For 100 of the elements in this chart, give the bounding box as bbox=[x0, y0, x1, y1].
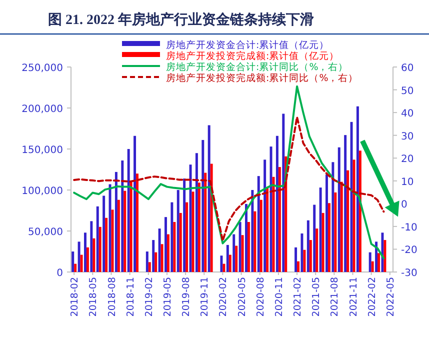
x-tick-label: 2018-11 bbox=[125, 277, 136, 317]
bar bbox=[226, 244, 229, 272]
bar bbox=[332, 162, 334, 272]
bar bbox=[117, 200, 120, 272]
x-tick-label: 2021-11 bbox=[348, 277, 360, 317]
bar bbox=[198, 182, 200, 272]
bar bbox=[179, 212, 182, 272]
bar bbox=[74, 264, 77, 272]
bar bbox=[235, 246, 238, 272]
bar bbox=[313, 204, 316, 272]
y2-tick-label: -30 bbox=[401, 268, 418, 279]
bar bbox=[195, 153, 198, 272]
y-tick-label: 200,000 bbox=[22, 104, 63, 115]
bar bbox=[257, 176, 260, 272]
x-tick-label: 2021-08 bbox=[330, 277, 341, 317]
y2-tick-label: 50 bbox=[401, 86, 414, 97]
bar bbox=[375, 242, 378, 272]
chart-title: 图 21. 2022 年房地产行业资金链条持续下滑 bbox=[48, 11, 314, 28]
bar bbox=[154, 252, 158, 272]
bar bbox=[309, 240, 312, 272]
bar bbox=[170, 202, 174, 272]
x-tick-label: 2021-05 bbox=[311, 277, 322, 317]
bar bbox=[202, 140, 204, 272]
bar bbox=[86, 247, 89, 272]
x-tick-label: 2022-02 bbox=[366, 277, 378, 317]
x-tick-label: 2022-05 bbox=[385, 277, 396, 317]
y2-tick-label: -10 bbox=[401, 222, 418, 234]
x-tick-label: 2020-02 bbox=[218, 277, 230, 317]
legend-label: 房地产开发投资完成额:累计值（亿元） bbox=[166, 50, 340, 62]
x-tick-label: 2020-05 bbox=[236, 277, 248, 317]
bar bbox=[102, 196, 106, 272]
bar bbox=[136, 174, 138, 272]
bar bbox=[80, 254, 83, 272]
bar bbox=[276, 136, 278, 272]
x-tick-label: 2019-05 bbox=[162, 277, 174, 317]
bar bbox=[270, 146, 272, 272]
bar bbox=[166, 234, 170, 272]
y2-tick-label: 10 bbox=[401, 176, 414, 188]
bar bbox=[384, 240, 386, 272]
legend-label: 房地产开发投资完成额:累计同比（%，右） bbox=[166, 72, 358, 84]
bar bbox=[368, 252, 372, 272]
y2-tick-label: 20 bbox=[401, 154, 414, 166]
bar bbox=[260, 200, 262, 272]
bar bbox=[114, 172, 118, 272]
bar bbox=[294, 247, 298, 272]
bar bbox=[241, 235, 244, 272]
y2-tick-label: 60 bbox=[401, 63, 414, 74]
y2-tick-label: 0 bbox=[401, 200, 408, 211]
x-tick-label: 2018-02 bbox=[70, 277, 81, 317]
y2-tick-label: -20 bbox=[401, 245, 418, 256]
bar bbox=[350, 122, 353, 272]
bar bbox=[381, 232, 384, 272]
x-tick-label: 2021-02 bbox=[292, 277, 304, 317]
legend-label: 房地产开发资金合计:累计值（亿元） bbox=[166, 39, 330, 51]
y-tick-label: 100,000 bbox=[22, 186, 63, 197]
bar bbox=[344, 135, 347, 272]
bar bbox=[247, 222, 250, 272]
bar bbox=[208, 125, 210, 272]
bar bbox=[232, 234, 236, 272]
bar bbox=[78, 242, 80, 272]
bar bbox=[134, 136, 136, 272]
bar bbox=[340, 182, 343, 272]
bar bbox=[72, 252, 74, 272]
y-tick-label: 250,000 bbox=[22, 63, 63, 74]
x-tick-label: 2018-05 bbox=[88, 277, 100, 317]
bar bbox=[127, 149, 130, 272]
bar bbox=[228, 254, 232, 272]
bar bbox=[176, 190, 180, 272]
bar bbox=[173, 222, 176, 272]
bar bbox=[152, 240, 155, 272]
bar bbox=[96, 206, 99, 272]
bar bbox=[316, 228, 318, 272]
bar bbox=[130, 182, 132, 272]
bar bbox=[254, 211, 256, 272]
bar bbox=[297, 261, 300, 272]
legend-label: 房地产开发资金合计:累计同比（%，右） bbox=[166, 61, 348, 73]
x-tick-label: 2020-08 bbox=[255, 277, 266, 317]
bar bbox=[183, 178, 186, 272]
x-tick-label: 2019-11 bbox=[200, 277, 211, 317]
bar bbox=[282, 114, 285, 272]
bar bbox=[146, 252, 148, 272]
y2-tick-label: 40 bbox=[401, 108, 414, 120]
bar bbox=[124, 190, 126, 272]
bar bbox=[189, 164, 192, 272]
bar bbox=[300, 233, 304, 272]
bar bbox=[326, 174, 328, 272]
y-tick-label: 50,000 bbox=[28, 227, 63, 238]
bar bbox=[164, 217, 167, 272]
bar bbox=[105, 218, 108, 272]
bar bbox=[306, 220, 310, 272]
line-series bbox=[73, 116, 385, 242]
bar bbox=[148, 262, 151, 272]
line-series bbox=[73, 85, 385, 260]
bar bbox=[378, 253, 380, 272]
bar bbox=[245, 204, 248, 272]
x-tick-label: 2019-08 bbox=[181, 277, 192, 317]
bar bbox=[84, 232, 86, 272]
bar bbox=[334, 192, 337, 272]
bar bbox=[160, 244, 164, 272]
bar bbox=[108, 184, 112, 272]
